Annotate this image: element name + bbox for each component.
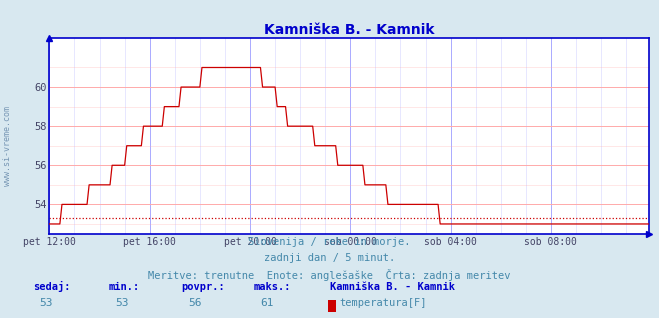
Text: maks.:: maks.:	[254, 282, 291, 292]
Text: 61: 61	[260, 299, 273, 308]
Text: temperatura[F]: temperatura[F]	[339, 299, 427, 308]
Text: 53: 53	[40, 299, 53, 308]
Text: Meritve: trenutne  Enote: anglešaške  Črta: zadnja meritev: Meritve: trenutne Enote: anglešaške Črta…	[148, 269, 511, 281]
Text: 53: 53	[115, 299, 129, 308]
Text: zadnji dan / 5 minut.: zadnji dan / 5 minut.	[264, 253, 395, 263]
Text: www.si-vreme.com: www.si-vreme.com	[3, 106, 13, 186]
Text: Slovenija / reke in morje.: Slovenija / reke in morje.	[248, 237, 411, 247]
Text: sedaj:: sedaj:	[33, 281, 71, 292]
Text: min.:: min.:	[109, 282, 140, 292]
Text: Kamniška B. - Kamnik: Kamniška B. - Kamnik	[330, 282, 455, 292]
Title: Kamniška B. - Kamnik: Kamniška B. - Kamnik	[264, 23, 434, 37]
Text: 56: 56	[188, 299, 201, 308]
Text: povpr.:: povpr.:	[181, 282, 225, 292]
